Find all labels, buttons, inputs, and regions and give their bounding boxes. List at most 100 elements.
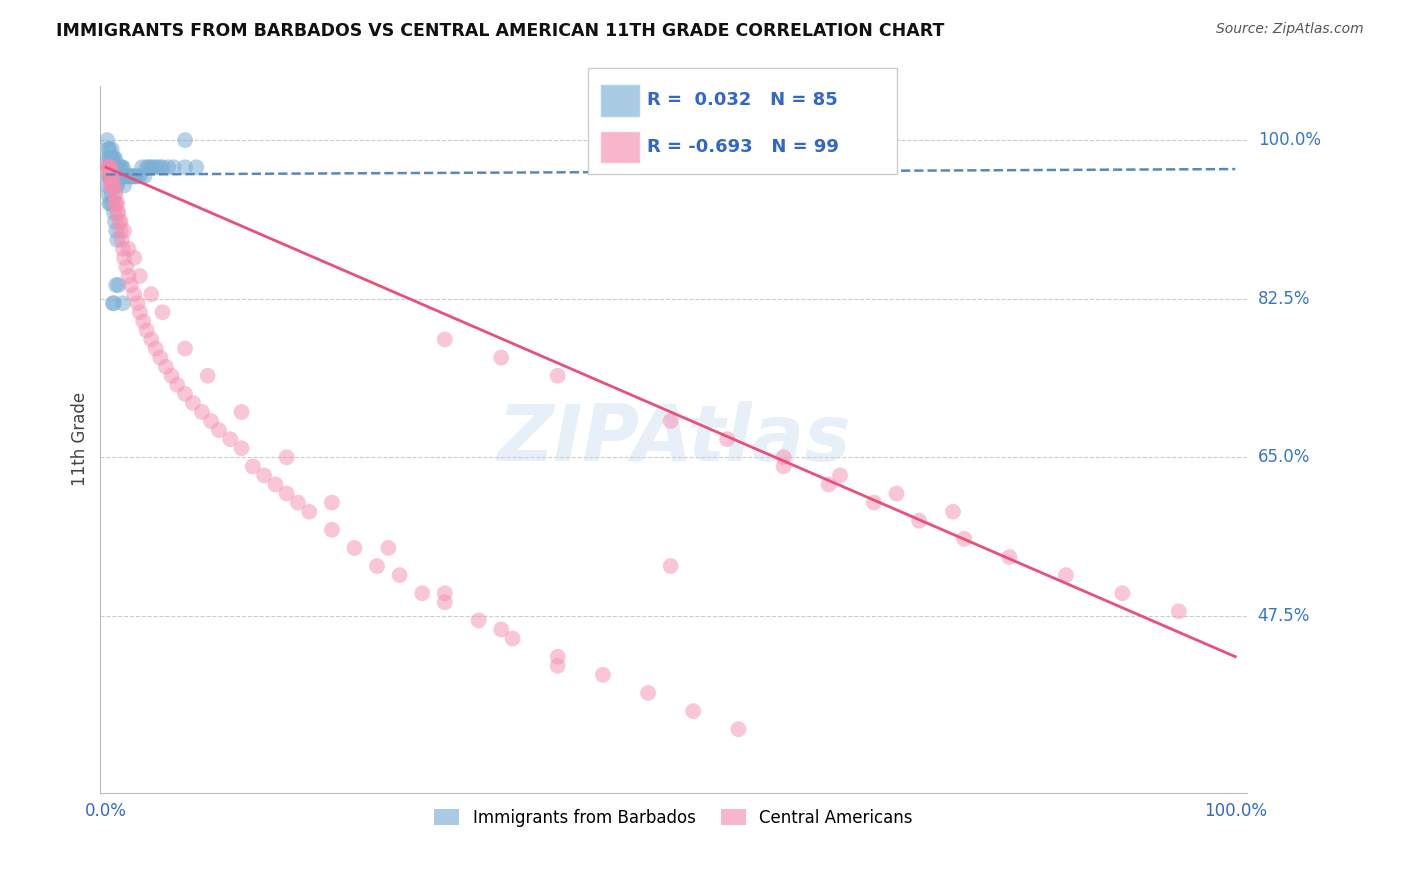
Point: [122, 169, 145, 184]
Point: [103, 205, 125, 219]
Point: [111, 161, 134, 175]
Point: [111, 233, 134, 247]
Point: [134, 169, 156, 184]
Point: [100, 178, 122, 193]
Point: [100, 169, 122, 184]
Point: [727, 722, 749, 736]
Point: [108, 169, 131, 184]
Point: [682, 704, 704, 718]
Point: [101, 296, 124, 310]
Point: [107, 169, 129, 184]
Point: [103, 169, 125, 184]
Point: [100, 151, 122, 165]
Point: [659, 414, 682, 428]
Point: [155, 359, 177, 374]
Point: [174, 387, 197, 401]
Point: [174, 342, 197, 356]
Point: [141, 333, 163, 347]
Point: [163, 161, 186, 175]
Point: [592, 668, 614, 682]
Point: [111, 169, 134, 184]
Point: [998, 549, 1021, 564]
Point: [152, 305, 174, 319]
Point: [98, 142, 121, 156]
FancyBboxPatch shape: [588, 68, 897, 174]
Point: [377, 541, 399, 555]
Point: [111, 242, 134, 256]
Point: [1054, 568, 1077, 582]
Point: [101, 161, 124, 175]
Point: [287, 495, 309, 509]
Point: [101, 178, 124, 193]
Point: [772, 450, 794, 465]
Point: [100, 151, 122, 165]
Point: [100, 169, 122, 184]
Point: [103, 151, 125, 165]
Point: [160, 368, 183, 383]
Point: [103, 296, 125, 310]
Point: [101, 169, 124, 184]
Point: [142, 161, 165, 175]
Point: [98, 169, 121, 184]
Point: [121, 169, 143, 184]
Point: [105, 205, 128, 219]
Text: ZIPAtlas: ZIPAtlas: [496, 401, 851, 477]
Point: [112, 224, 135, 238]
Point: [97, 169, 120, 184]
Point: [298, 505, 321, 519]
Point: [104, 161, 127, 175]
Point: [433, 333, 456, 347]
Point: [942, 505, 965, 519]
Point: [242, 459, 264, 474]
Point: [128, 305, 150, 319]
Point: [138, 161, 160, 175]
Point: [100, 196, 122, 211]
Point: [191, 405, 214, 419]
Point: [174, 161, 197, 175]
Point: [97, 161, 120, 175]
Point: [98, 169, 121, 184]
Point: [112, 178, 135, 193]
Point: [105, 278, 128, 293]
Point: [105, 161, 128, 175]
Point: [659, 559, 682, 574]
Point: [128, 268, 150, 283]
Point: [100, 161, 122, 175]
Point: [491, 351, 513, 365]
Point: [104, 187, 127, 202]
Point: [97, 187, 120, 202]
Point: [411, 586, 433, 600]
Point: [181, 396, 204, 410]
Point: [118, 169, 141, 184]
Point: [152, 161, 174, 175]
Point: [547, 368, 569, 383]
Point: [103, 161, 125, 175]
Point: [96, 151, 118, 165]
Point: [104, 169, 127, 184]
Point: [100, 187, 122, 202]
Point: [208, 423, 231, 437]
Point: [491, 623, 513, 637]
Point: [321, 495, 343, 509]
Text: 100.0%: 100.0%: [1258, 131, 1320, 149]
FancyBboxPatch shape: [600, 84, 640, 117]
Point: [863, 495, 886, 509]
Point: [388, 568, 411, 582]
Point: [98, 161, 121, 175]
Point: [343, 541, 366, 555]
Text: R = -0.693   N = 99: R = -0.693 N = 99: [647, 137, 839, 156]
Point: [100, 142, 122, 156]
Point: [772, 459, 794, 474]
Point: [174, 133, 197, 147]
Point: [101, 151, 124, 165]
Point: [716, 432, 738, 446]
Point: [124, 169, 146, 184]
Point: [108, 161, 131, 175]
Point: [97, 161, 120, 175]
Point: [502, 632, 524, 646]
Point: [117, 169, 139, 184]
Point: [145, 342, 167, 356]
Point: [186, 161, 208, 175]
Point: [100, 161, 122, 175]
Point: [157, 161, 180, 175]
